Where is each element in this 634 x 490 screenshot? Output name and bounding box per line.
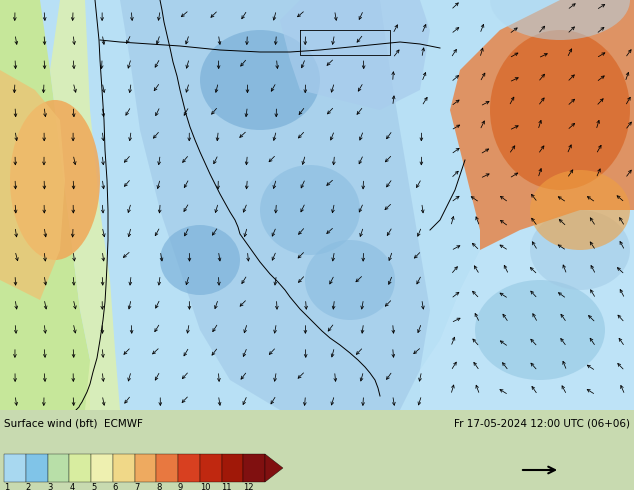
Text: Fr 17-05-2024 12:00 UTC (06+06): Fr 17-05-2024 12:00 UTC (06+06) — [454, 418, 630, 428]
Ellipse shape — [530, 210, 630, 290]
Bar — [4, 454, 26, 482]
Polygon shape — [420, 210, 634, 410]
Bar — [156, 454, 178, 482]
Text: 10: 10 — [200, 483, 210, 490]
Ellipse shape — [530, 170, 630, 250]
Bar — [221, 454, 243, 482]
Text: 4: 4 — [69, 483, 75, 490]
Polygon shape — [265, 454, 283, 482]
Text: 7: 7 — [134, 483, 140, 490]
Text: 2: 2 — [26, 483, 31, 490]
Ellipse shape — [305, 240, 395, 320]
Ellipse shape — [475, 280, 605, 380]
Polygon shape — [450, 0, 634, 250]
Text: 3: 3 — [48, 483, 53, 490]
Ellipse shape — [200, 30, 320, 130]
Ellipse shape — [10, 100, 100, 260]
Text: 1: 1 — [4, 483, 10, 490]
Bar — [91, 454, 113, 482]
Ellipse shape — [160, 225, 240, 295]
Bar — [113, 454, 134, 482]
Text: 6: 6 — [113, 483, 118, 490]
Bar — [178, 454, 200, 482]
Text: 8: 8 — [156, 483, 162, 490]
Polygon shape — [120, 0, 430, 410]
Bar — [48, 454, 69, 482]
Ellipse shape — [260, 165, 360, 255]
Ellipse shape — [490, 30, 630, 190]
Text: 5: 5 — [91, 483, 96, 490]
Ellipse shape — [490, 0, 630, 40]
Text: 11: 11 — [221, 483, 232, 490]
Text: Surface wind (bft)  ECMWF: Surface wind (bft) ECMWF — [4, 418, 143, 428]
Polygon shape — [280, 0, 430, 110]
Bar — [200, 454, 221, 482]
Bar — [69, 454, 91, 482]
Bar — [26, 454, 48, 482]
Polygon shape — [0, 70, 65, 300]
Bar — [243, 454, 265, 482]
Polygon shape — [0, 0, 90, 410]
Text: 9: 9 — [178, 483, 183, 490]
Bar — [134, 454, 156, 482]
Polygon shape — [50, 0, 120, 410]
Text: 12: 12 — [243, 483, 254, 490]
